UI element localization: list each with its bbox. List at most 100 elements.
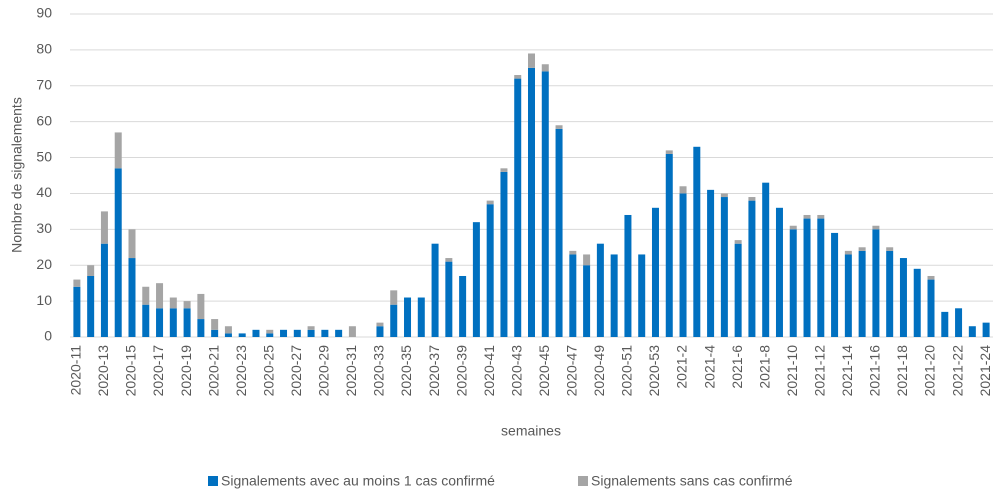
x-tick-label: 2021-22 — [949, 345, 965, 397]
bar — [817, 214, 825, 219]
x-tick-label: 2020-25 — [260, 345, 276, 397]
bar — [583, 265, 591, 337]
bar — [197, 319, 205, 337]
bar — [431, 243, 439, 337]
bar — [817, 218, 825, 337]
bar — [142, 286, 150, 305]
x-tick-label: 2020-53 — [646, 345, 662, 397]
x-axis-title: semaines — [501, 423, 561, 439]
bar — [445, 258, 453, 262]
bar — [100, 243, 108, 337]
bar — [459, 275, 467, 337]
bar — [872, 229, 880, 337]
bar — [514, 78, 522, 337]
bar — [128, 229, 136, 259]
bar — [955, 308, 963, 337]
bar — [224, 326, 232, 334]
bar — [555, 125, 563, 129]
bar — [596, 243, 604, 337]
bar — [831, 232, 839, 337]
bar — [624, 214, 632, 337]
bar — [500, 168, 508, 172]
bar — [720, 197, 728, 337]
bar — [569, 254, 577, 337]
y-axis-title: Nombre de signalements — [9, 97, 25, 253]
x-tick-label: 2021-4 — [701, 345, 717, 389]
bar — [169, 297, 177, 309]
x-tick-label: 2020-33 — [371, 345, 387, 397]
bar — [968, 326, 976, 337]
bar — [693, 146, 701, 337]
x-tick-label: 2020-17 — [150, 345, 166, 397]
bar — [941, 311, 949, 337]
x-tick-label: 2020-13 — [95, 345, 111, 397]
bar — [224, 333, 232, 337]
bar — [183, 301, 191, 309]
bar — [734, 243, 742, 337]
bar — [541, 64, 549, 72]
bar — [679, 193, 687, 337]
x-tick-label: 2020-45 — [536, 345, 552, 397]
bar — [390, 304, 398, 337]
bar — [899, 258, 907, 337]
bar — [348, 326, 356, 337]
bar — [87, 275, 95, 337]
bar — [486, 200, 494, 205]
legend-label: Signalements sans cas confirmé — [591, 473, 793, 489]
bar — [803, 214, 811, 219]
bar — [886, 247, 894, 251]
bar — [748, 200, 756, 337]
x-tick-label: 2021-2 — [674, 345, 690, 389]
bar — [335, 329, 343, 337]
x-tick-label: 2021-8 — [756, 345, 772, 389]
bar — [87, 265, 95, 276]
bar — [844, 250, 852, 255]
x-tick-label: 2020-49 — [591, 345, 607, 397]
bar — [114, 132, 122, 169]
bar — [720, 193, 728, 198]
bar — [156, 283, 164, 309]
x-tick-label: 2020-27 — [288, 345, 304, 397]
legend-label: Signalements avec au moins 1 cas confirm… — [221, 473, 495, 489]
x-tick-label: 2020-23 — [233, 345, 249, 397]
x-tick-label: 2020-29 — [316, 345, 332, 397]
x-tick-label: 2020-35 — [398, 345, 414, 397]
bar — [376, 322, 384, 327]
bar — [252, 329, 260, 337]
x-tick-label: 2021-12 — [812, 345, 828, 397]
bar — [197, 293, 205, 320]
y-tick-label: 70 — [36, 76, 52, 92]
x-tick-label: 2021-20 — [922, 345, 938, 397]
x-tick-label: 2020-41 — [481, 345, 497, 397]
bar — [528, 67, 535, 337]
bar — [638, 254, 646, 337]
x-tick-label: 2021-10 — [784, 345, 800, 397]
y-tick-label: 50 — [36, 148, 52, 164]
bar — [211, 319, 219, 330]
bar — [707, 189, 715, 337]
y-tick-label: 40 — [36, 184, 52, 200]
x-tick-label: 2020-39 — [453, 345, 469, 397]
bar — [927, 275, 935, 280]
x-tick-label: 2020-51 — [619, 345, 635, 397]
x-tick-label: 2020-31 — [343, 345, 359, 397]
x-tick-label: 2021-18 — [894, 345, 910, 397]
bar — [280, 329, 288, 337]
bar — [500, 171, 508, 337]
bar — [100, 211, 108, 244]
bar — [665, 150, 673, 154]
x-tick-label: 2021-6 — [729, 345, 745, 389]
bar — [445, 261, 453, 337]
bar — [472, 222, 480, 337]
x-tick-label: 2020-47 — [564, 345, 580, 397]
x-tick-label: 2021-16 — [867, 345, 883, 397]
x-tick-label: 2020-19 — [178, 345, 194, 397]
y-tick-label: 20 — [36, 256, 52, 272]
bar — [73, 279, 81, 287]
bar — [183, 308, 191, 337]
bar — [886, 250, 894, 337]
bar — [376, 326, 384, 337]
x-tick-label: 2020-37 — [426, 345, 442, 397]
bar — [913, 268, 921, 337]
